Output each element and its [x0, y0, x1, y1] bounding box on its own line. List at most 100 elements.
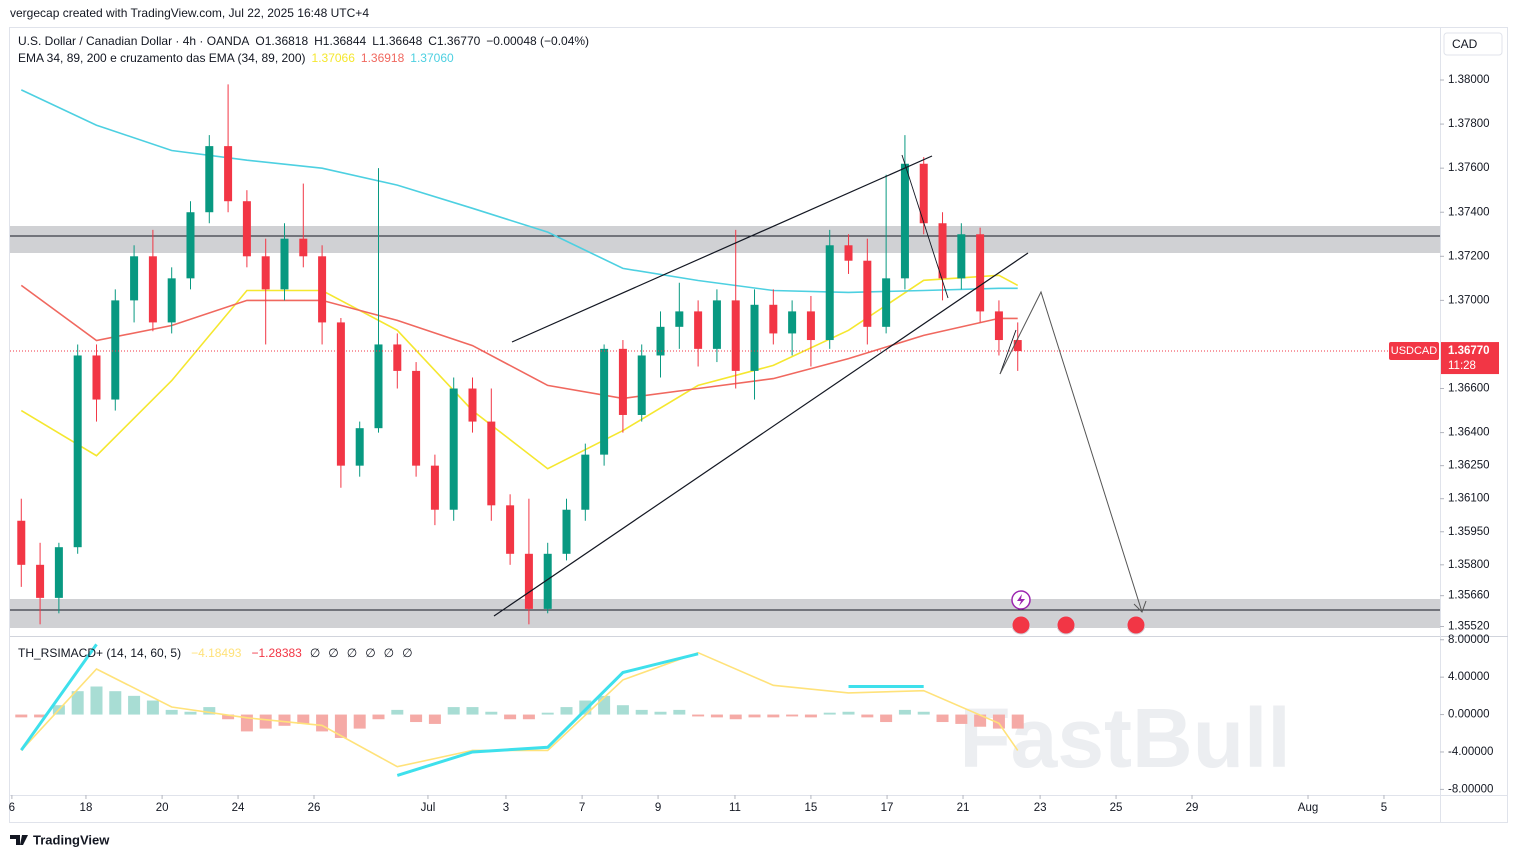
x-tick-label: 25 [1110, 802, 1123, 814]
x-tick-label: 20 [156, 802, 169, 814]
candle-body [487, 421, 496, 506]
symbol-header: U.S. Dollar / Canadian Dollar · 4h · OAN… [18, 34, 589, 48]
candle-body [825, 245, 834, 341]
histogram-bar [391, 709, 404, 715]
x-tick-label: Aug [1298, 802, 1318, 814]
wave-line [999, 329, 1017, 375]
candle-body [36, 564, 45, 598]
histogram-bar [541, 712, 554, 715]
candle-body [562, 509, 571, 554]
histogram-bar [767, 714, 780, 718]
y-tick-label: 1.36600 [1448, 383, 1490, 395]
x-tick-label: 26 [308, 802, 321, 814]
histogram-bar [259, 714, 272, 729]
histogram-bar [898, 709, 911, 715]
y-tick-label: 1.35520 [1448, 621, 1490, 633]
x-tick-label: 9 [655, 802, 661, 814]
histogram-bar [616, 705, 629, 715]
histogram-bar [297, 714, 310, 724]
histogram-bar [146, 700, 159, 715]
candle-body [524, 553, 533, 609]
histogram-bar [165, 709, 178, 715]
histogram-bar [804, 714, 817, 718]
candle-body [618, 348, 627, 415]
price-tag-value: 1.36770 [1448, 345, 1490, 357]
candle-body [731, 300, 740, 371]
y-tick-label: 0.00000 [1448, 709, 1490, 721]
ohlc-high: H1.36844 [314, 34, 366, 48]
support-zone [10, 599, 1440, 628]
histogram-bar [842, 711, 855, 715]
histogram-bar [861, 714, 874, 718]
candle-body [242, 201, 251, 257]
candle-body [148, 256, 157, 323]
indicator-value: −4.18493 [191, 646, 242, 660]
us-event[interactable] [1011, 615, 1031, 635]
candle-body [694, 311, 703, 349]
candle-body [374, 344, 383, 429]
candle-body [976, 234, 985, 312]
y-tick-label: 1.36400 [1448, 427, 1490, 439]
ema-value: 1.37066 [312, 51, 356, 65]
candle-body [186, 212, 195, 279]
histogram-bar [15, 714, 28, 718]
histogram-bar [466, 707, 479, 715]
histogram-bar [748, 714, 761, 718]
histogram-bar [635, 709, 648, 715]
y-tick-label: 8.00000 [1448, 634, 1490, 646]
candle-body [900, 163, 909, 279]
footer-brand: TradingView [33, 832, 110, 847]
price-pane [10, 84, 1440, 625]
histogram-bar [428, 714, 441, 724]
projection-arrow [999, 290, 1143, 613]
histogram-bar [880, 714, 893, 723]
candle-body [919, 163, 928, 224]
histogram-bar [109, 691, 122, 715]
histogram-bar [184, 711, 197, 715]
y-tick-label: 1.36250 [1448, 460, 1490, 472]
candle-body [506, 505, 515, 554]
histogram-bar [673, 709, 686, 715]
histogram-bar [786, 714, 799, 717]
candle-body [957, 234, 966, 279]
indicator-value: ∅ [310, 646, 320, 660]
candle-body [299, 238, 308, 257]
currency-button[interactable] [1443, 32, 1503, 56]
candle-body [130, 256, 139, 301]
histogram-bar [729, 714, 742, 720]
candle-body [468, 388, 477, 422]
indicator-line [20, 651, 1019, 768]
candle-body [675, 311, 684, 327]
x-tick-label: 17 [881, 802, 894, 814]
arrow-head [1133, 600, 1147, 613]
symbol-title: U.S. Dollar / Canadian Dollar · 4h · OAN… [18, 34, 249, 48]
candle-body [712, 300, 721, 349]
candle-body [788, 311, 797, 334]
y-tick-label: 1.37000 [1448, 294, 1490, 306]
tv-logo [10, 835, 28, 845]
candle-body [355, 428, 364, 466]
indicator-line [20, 643, 924, 777]
symbol-tag [1389, 342, 1439, 361]
y-tick-label: -8.00000 [1448, 783, 1493, 795]
y-tick-label: 1.37600 [1448, 162, 1490, 174]
candle-body [637, 355, 646, 415]
histogram-bar [410, 714, 423, 723]
ohlc-low: L1.36648 [372, 34, 422, 48]
candle-body [73, 355, 82, 548]
x-tick-label: Jul [421, 802, 436, 814]
candle-body [111, 300, 120, 400]
y-tick-label: -4.00000 [1448, 746, 1493, 758]
y-tick-label: 1.35800 [1448, 559, 1490, 571]
y-tick-label: 1.37800 [1448, 118, 1490, 130]
x-tick-label: 6 [9, 802, 15, 814]
us-event[interactable] [1056, 615, 1076, 635]
y-tick-label: 1.35950 [1448, 526, 1490, 538]
x-tick-label: 23 [1034, 802, 1047, 814]
event-icons [1011, 590, 1146, 635]
histogram-bar [522, 714, 535, 720]
us-event[interactable] [1126, 615, 1146, 635]
drawings [493, 154, 1147, 617]
